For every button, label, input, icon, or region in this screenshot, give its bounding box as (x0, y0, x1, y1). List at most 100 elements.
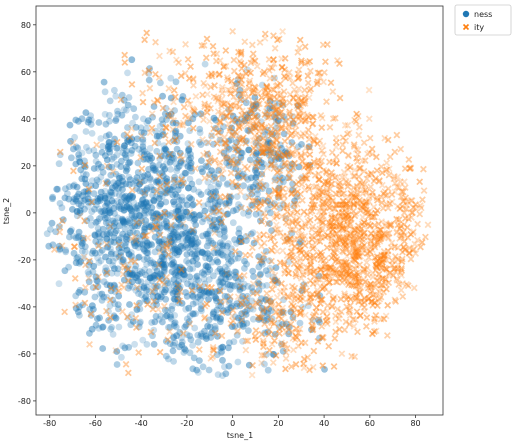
point-ness (123, 235, 130, 243)
point-ness (102, 253, 109, 261)
point-ness (182, 197, 190, 204)
point-ness (226, 281, 234, 289)
point-ness (110, 199, 118, 207)
point-ness (145, 155, 152, 163)
point-ness (178, 96, 186, 103)
point-ness (236, 321, 244, 329)
point-ness (157, 79, 164, 87)
point-ness (94, 254, 101, 262)
point-ness (185, 119, 192, 127)
point-ness (161, 212, 169, 220)
point-ness (171, 107, 179, 114)
point-ness (185, 214, 193, 222)
point-ness (105, 142, 113, 150)
point-ness (152, 271, 160, 279)
point-ness (101, 88, 109, 96)
point-ness (162, 218, 170, 225)
point-ness (204, 178, 212, 186)
point-ness (72, 234, 80, 242)
point-ness (94, 230, 102, 238)
point-ness (52, 228, 60, 236)
point-ness (70, 249, 78, 257)
point-ness (213, 351, 221, 359)
point-ness (149, 214, 157, 222)
point-ness (245, 302, 253, 309)
point-ness (176, 223, 183, 231)
point-ness (107, 208, 114, 216)
point-ness (92, 238, 100, 245)
point-ness (101, 215, 109, 222)
point-ness (87, 198, 94, 206)
point-ness (154, 139, 162, 147)
point-ness (174, 164, 181, 172)
point-ness (122, 220, 129, 228)
point-ness (101, 267, 109, 275)
point-ness (258, 163, 266, 171)
point-ness (121, 344, 129, 352)
point-ness (99, 169, 107, 176)
point-ness (249, 183, 257, 191)
point-ness (115, 244, 123, 252)
point-ness (172, 208, 180, 215)
point-ness (129, 228, 137, 236)
point-ness (98, 296, 106, 304)
point-ness (97, 208, 105, 215)
point-ness (215, 180, 223, 188)
point-ness (187, 278, 195, 285)
point-ness (119, 181, 127, 189)
point-ness (231, 255, 239, 263)
point-ness (225, 240, 232, 247)
point-ness (174, 206, 182, 214)
point-ness (235, 91, 243, 99)
point-ness (147, 175, 155, 183)
point-ness (224, 249, 232, 257)
point-ness (222, 200, 230, 208)
point-ness (223, 210, 231, 218)
point-ness (196, 291, 204, 299)
point-ness (200, 270, 208, 278)
point-ness (199, 218, 206, 226)
point-ness (199, 248, 206, 256)
point-ness (214, 202, 222, 210)
point-ness (123, 136, 131, 144)
point-ness (167, 74, 175, 82)
x-tick-label: -60 (89, 419, 102, 428)
point-ness (110, 205, 118, 212)
point-ness (157, 312, 165, 320)
point-ness (231, 271, 239, 279)
point-ness (192, 234, 200, 242)
point-ness (233, 139, 241, 146)
point-ness (178, 197, 186, 204)
point-ness (62, 185, 69, 193)
point-ness (156, 212, 164, 220)
point-ness (203, 335, 210, 342)
point-ness (77, 197, 84, 205)
point-ness (164, 211, 171, 218)
point-ness (278, 174, 286, 182)
point-ness (165, 112, 173, 119)
point-ness (157, 257, 164, 265)
point-ness (207, 195, 215, 203)
point-ness (53, 185, 61, 193)
point-ness (133, 185, 141, 193)
point-ness (191, 215, 198, 223)
point-ness (160, 263, 168, 271)
point-ness (140, 209, 148, 217)
point-ness (131, 222, 139, 230)
point-ness (96, 195, 104, 203)
point-ness (182, 305, 190, 313)
point-ness (190, 228, 198, 236)
point-ness (173, 291, 181, 298)
point-ness (269, 105, 276, 112)
point-ness (220, 123, 227, 130)
point-ness (85, 270, 93, 278)
point-ness (65, 195, 73, 203)
point-ness (128, 56, 136, 64)
point-ness (208, 222, 216, 230)
point-ness (76, 286, 84, 294)
point-ness (184, 151, 192, 159)
point-ness (161, 110, 169, 118)
point-ness (141, 224, 149, 231)
point-ness (117, 248, 125, 256)
point-ness (238, 238, 245, 246)
